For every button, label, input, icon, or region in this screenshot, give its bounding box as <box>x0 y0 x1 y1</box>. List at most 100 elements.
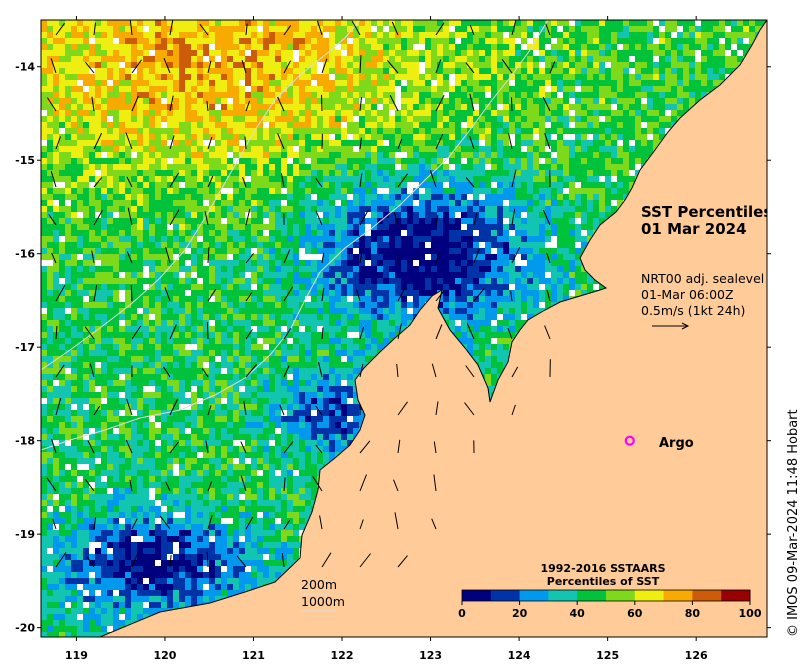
sst-cell <box>449 158 455 164</box>
sst-cell <box>635 158 641 164</box>
sst-cell <box>263 206 269 212</box>
sst-cell <box>647 56 653 62</box>
sst-cell <box>341 146 347 152</box>
sst-cell <box>401 254 407 260</box>
sst-cell <box>539 212 545 218</box>
sst-cell <box>155 158 161 164</box>
sst-cell <box>377 248 383 254</box>
sst-cell <box>419 146 425 152</box>
sst-cell <box>149 92 155 98</box>
sst-cell <box>245 206 251 212</box>
sst-cell <box>245 176 251 182</box>
sst-cell <box>245 224 251 230</box>
sst-cell <box>503 152 509 158</box>
sst-cell <box>95 164 101 170</box>
sst-cell <box>557 104 563 110</box>
sst-cell <box>371 128 377 134</box>
sst-cell <box>293 80 299 86</box>
sst-cell <box>521 188 527 194</box>
sst-cell <box>143 266 149 272</box>
sst-cell <box>191 110 197 116</box>
sst-cell <box>497 260 503 266</box>
sst-cell <box>137 116 143 122</box>
sst-cell <box>221 164 227 170</box>
sst-cell <box>53 254 59 260</box>
sst-cell <box>575 26 581 32</box>
sst-cell <box>629 44 635 50</box>
sst-cell <box>125 56 131 62</box>
sst-cell <box>671 80 677 86</box>
sst-cell <box>437 80 443 86</box>
sst-cell <box>419 236 425 242</box>
sst-cell <box>389 98 395 104</box>
sst-cell <box>395 158 401 164</box>
sst-cell <box>341 134 347 140</box>
sst-cell <box>71 68 77 74</box>
sst-cell <box>401 152 407 158</box>
sst-cell <box>329 32 335 38</box>
sst-cell <box>485 32 491 38</box>
sst-cell <box>605 20 611 26</box>
sst-cell <box>545 62 551 68</box>
sst-cell <box>659 122 665 128</box>
sst-cell <box>659 50 665 56</box>
sst-cell <box>581 86 587 92</box>
sst-cell <box>215 20 221 26</box>
sst-cell <box>635 122 641 128</box>
sst-cell <box>437 128 443 134</box>
sst-cell <box>137 146 143 152</box>
sst-cell <box>245 128 251 134</box>
sst-cell <box>671 110 677 116</box>
sst-cell <box>161 230 167 236</box>
sst-cell <box>245 50 251 56</box>
sst-cell <box>197 242 203 248</box>
sst-cell <box>677 92 683 98</box>
sst-cell <box>725 56 731 62</box>
sst-cell <box>347 224 353 230</box>
sst-cell <box>59 32 65 38</box>
sst-cell <box>359 194 365 200</box>
sst-cell <box>491 128 497 134</box>
sst-cell <box>251 86 257 92</box>
sst-cell <box>377 182 383 188</box>
sst-cell <box>539 224 545 230</box>
sst-cell <box>275 236 281 242</box>
sst-cell <box>107 116 113 122</box>
sst-cell <box>107 212 113 218</box>
sst-cell <box>413 212 419 218</box>
sst-cell <box>425 260 431 266</box>
sst-cell <box>179 218 185 224</box>
sst-cell <box>533 44 539 50</box>
sst-cell <box>245 26 251 32</box>
sst-cell <box>443 260 449 266</box>
sst-cell <box>539 230 545 236</box>
sst-cell <box>131 140 137 146</box>
sst-cell <box>407 188 413 194</box>
sst-cell <box>389 236 395 242</box>
sst-cell <box>89 26 95 32</box>
sst-cell <box>137 224 143 230</box>
sst-cell <box>347 92 353 98</box>
sst-cell <box>269 140 275 146</box>
sst-cell <box>449 230 455 236</box>
sst-cell <box>485 80 491 86</box>
sst-cell <box>605 80 611 86</box>
sst-cell <box>557 200 563 206</box>
sst-cell <box>299 104 305 110</box>
sst-cell <box>413 62 419 68</box>
sst-cell <box>131 212 137 218</box>
sst-cell <box>143 50 149 56</box>
sst-cell <box>659 38 665 44</box>
sst-cell <box>587 218 593 224</box>
sst-cell <box>89 20 95 26</box>
sst-cell <box>287 146 293 152</box>
sst-cell <box>137 62 143 68</box>
sst-cell <box>299 230 305 236</box>
sst-cell <box>497 92 503 98</box>
sst-cell <box>275 74 281 80</box>
sst-cell <box>443 224 449 230</box>
sst-cell <box>227 92 233 98</box>
sst-cell <box>293 98 299 104</box>
sst-cell <box>125 152 131 158</box>
sst-cell <box>473 98 479 104</box>
